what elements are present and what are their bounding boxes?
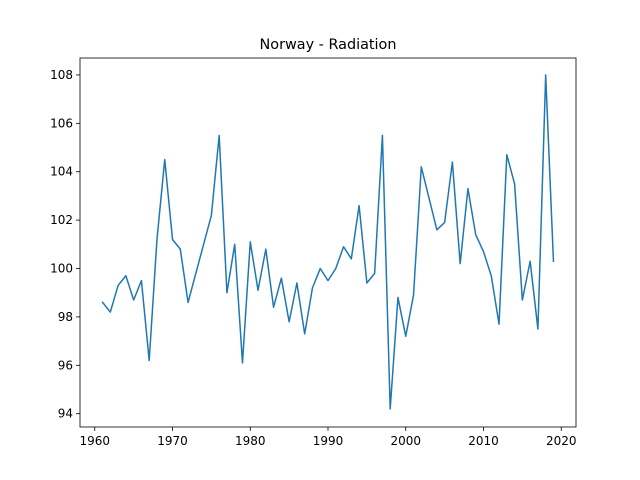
plot-area: 1960 1970 1980 1990 2000 2010 2020 94 96 98 100 102…	[50, 57, 577, 448]
x-tick-label: 1960	[79, 434, 110, 448]
y-tick-label: 100	[50, 262, 73, 276]
x-tick-label: 2010	[468, 434, 499, 448]
x-tick-label: 1970	[157, 434, 188, 448]
y-tick-label: 94	[58, 407, 73, 421]
series-line-0	[101, 74, 555, 410]
x-tick-label: 2020	[546, 434, 577, 448]
y-tick-label: 108	[50, 68, 73, 82]
y-tick-label: 102	[50, 213, 73, 227]
y-tick-label: 104	[50, 165, 73, 179]
x-tick-label: 1990	[313, 434, 344, 448]
chart-title: Norway - Radiation	[260, 37, 397, 53]
y-tick-label: 96	[58, 358, 73, 372]
x-tick-label: 2000	[390, 434, 421, 448]
x-tick-label: 1980	[235, 434, 266, 448]
y-tick-label: 98	[58, 310, 73, 324]
y-tick-label: 106	[50, 116, 73, 130]
